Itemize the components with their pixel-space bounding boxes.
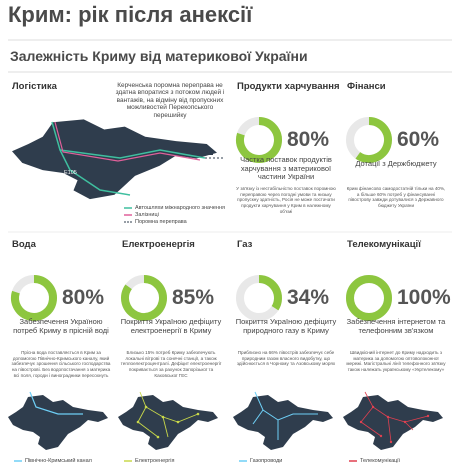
section-heading: Логістика	[12, 81, 57, 92]
donut-arc	[355, 117, 392, 163]
section-heading: Телекомунікації	[347, 239, 421, 250]
caption: Покриття Україною дефіциту електроенергі…	[120, 317, 222, 335]
note: Приблизно на 66% півострів забезпечує се…	[236, 350, 336, 367]
section-heading: Газ	[237, 239, 253, 250]
water-map	[8, 391, 108, 450]
legend-entry: Електроенергія	[135, 458, 175, 464]
caption: Частка поставок продуктів харчування з м…	[240, 155, 332, 182]
logistics-map	[12, 119, 217, 200]
map-label: E105	[64, 170, 77, 176]
section-heading: Продукти харчування	[237, 81, 340, 92]
donut-arc	[11, 275, 57, 321]
percent-label: 85%	[172, 286, 215, 309]
section-heading: Фінанси	[347, 81, 386, 92]
note: Прісна вода поставляється в Крим за допо…	[11, 350, 111, 378]
subtitle: Залежність Криму від материкової України	[10, 48, 308, 64]
donut-arc	[121, 275, 167, 321]
telecom-map	[343, 391, 443, 450]
note: Швидкісний інтернет до Криму надходить з…	[346, 350, 446, 373]
percent-label: 80%	[287, 128, 330, 151]
percent-label: 80%	[62, 286, 105, 309]
routes	[51, 121, 225, 196]
gas-map	[233, 391, 333, 450]
note: Близько 15% потреб Криму забезпечують ло…	[120, 350, 222, 378]
description: Керченська поромна переправа не здатна в…	[115, 82, 225, 119]
caption: Дотації з Держбюджету	[355, 159, 437, 168]
legend-entry: Телекомунікації	[360, 458, 401, 464]
donut-arc	[346, 275, 392, 321]
legend-entry: Поромна переправа	[135, 219, 187, 225]
caption: Забезпечення інтернетом та телефонним зв…	[346, 317, 446, 335]
section-heading: Вода	[12, 239, 36, 250]
caption: Покриття Україною дефіциту природного га…	[235, 317, 337, 335]
legend-entry: Залізниці	[135, 212, 159, 218]
title: Крим: рік після анексії	[8, 2, 253, 27]
legend-entry: Північно-Кримський канал	[25, 458, 92, 464]
caption: Забезпечення Україною потреб Криму в прі…	[13, 317, 109, 335]
section-heading: Електроенергія	[122, 239, 195, 250]
percent-label: 60%	[397, 128, 440, 151]
donut-arc	[258, 275, 282, 311]
note: Крим фінансово самодостатній тільки на 4…	[346, 186, 446, 209]
note: У зв'язку із нестабільністю поставок пор…	[236, 186, 336, 214]
legend-entry: Газопроводи	[250, 458, 283, 464]
percent-label: 34%	[287, 286, 330, 309]
power-map	[118, 391, 218, 450]
map-label: E97	[176, 165, 186, 171]
donut-arc	[236, 117, 282, 163]
legend-entry: Автошляхи міжнародного значення	[135, 205, 225, 211]
percent-label: 100%	[397, 286, 451, 309]
